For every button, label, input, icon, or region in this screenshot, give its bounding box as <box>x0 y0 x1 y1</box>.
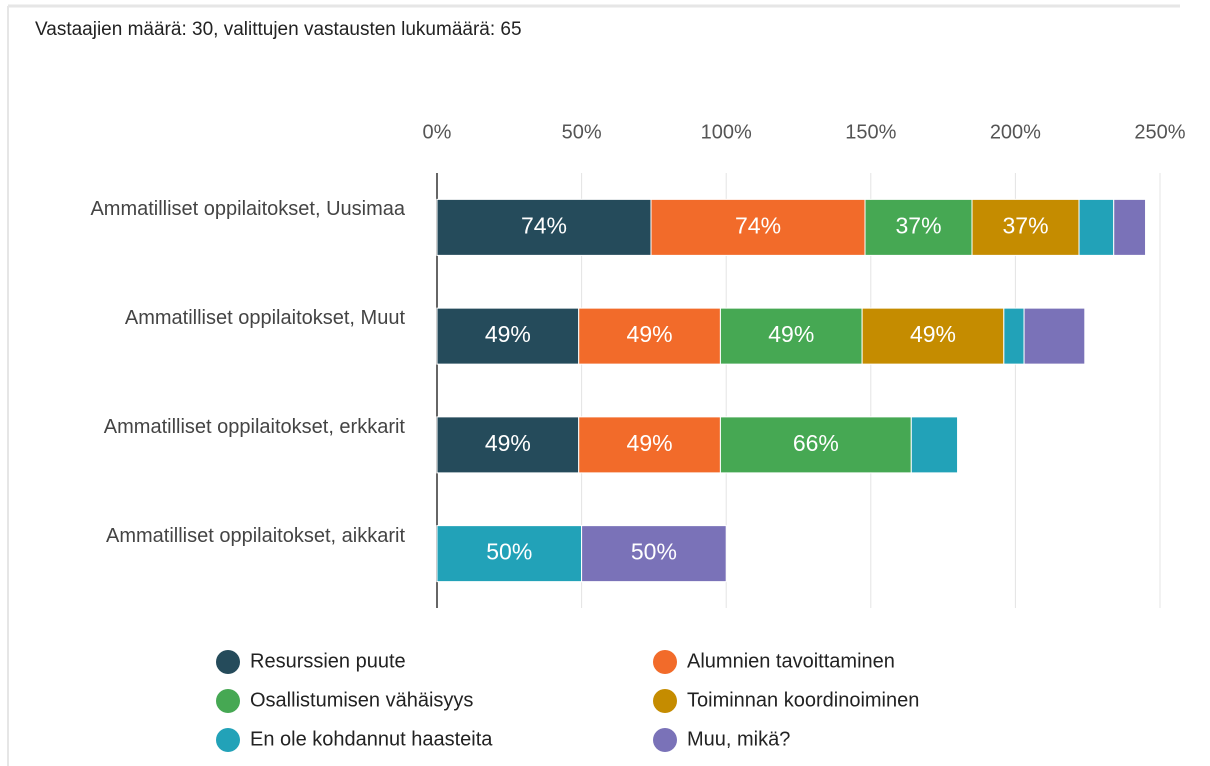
data-label: 49% <box>485 321 531 347</box>
data-label: 37% <box>1002 212 1048 238</box>
bar-segment <box>719 416 912 474</box>
data-label: 74% <box>521 212 567 238</box>
bar-segment <box>581 525 727 583</box>
subtitle: Vastaajien määrä: 30, valittujen vastaus… <box>35 19 522 40</box>
bar-segment <box>650 198 866 256</box>
legend-label: Resurssien puute <box>250 650 406 672</box>
bar-segment <box>436 416 580 474</box>
bar-segment <box>910 416 959 474</box>
legend-label: En ole kohdannut haasteita <box>250 728 493 750</box>
data-label: 50% <box>486 539 532 565</box>
x-tick-label: 200% <box>990 121 1041 143</box>
bar-segment <box>864 198 973 256</box>
data-label: 49% <box>910 321 956 347</box>
bar-segment <box>1078 198 1115 256</box>
y-tick-label: Ammatilliset oppilaitokset, aikkarit <box>106 524 405 547</box>
legend-label: Muu, mikä? <box>687 728 790 750</box>
bar-segment <box>436 307 580 365</box>
y-tick-label: Ammatilliset oppilaitokset, erkkarit <box>103 415 405 438</box>
legend-marker <box>216 728 240 752</box>
bar-segment <box>1023 307 1086 365</box>
data-label: 74% <box>735 212 781 238</box>
x-tick-label: 0% <box>423 121 452 143</box>
bar-segment <box>578 416 721 474</box>
data-label: 50% <box>631 539 677 565</box>
legend-marker <box>216 650 240 674</box>
x-tick-label: 100% <box>701 121 752 143</box>
data-label: 49% <box>627 430 673 456</box>
x-tick-label: 150% <box>845 121 896 143</box>
y-tick-label: Ammatilliset oppilaitokset, Uusimaa <box>90 198 405 221</box>
bar-segment <box>719 307 863 365</box>
bar-segment <box>1113 198 1147 256</box>
data-label: 49% <box>485 430 531 456</box>
legend-marker <box>653 728 677 752</box>
legend-marker <box>653 689 677 713</box>
bar-segment <box>971 198 1080 256</box>
data-label: 49% <box>768 321 814 347</box>
x-tick-label: 250% <box>1134 121 1185 143</box>
legend-marker <box>216 689 240 713</box>
bar-segment <box>1003 307 1025 365</box>
y-tick-label: Ammatilliset oppilaitokset, Muut <box>124 307 405 330</box>
legend-marker <box>653 650 677 674</box>
data-label: 49% <box>627 321 673 347</box>
legend-label: Osallistumisen vähäisyys <box>250 689 473 711</box>
data-label: 66% <box>793 430 839 456</box>
bar-segment <box>578 307 721 365</box>
x-tick-label: 50% <box>562 121 602 143</box>
data-label: 37% <box>895 212 941 238</box>
legend-label: Alumnien tavoittaminen <box>687 650 895 672</box>
bar-segment <box>861 307 1005 365</box>
legend-label: Toiminnan koordinoiminen <box>687 689 919 711</box>
